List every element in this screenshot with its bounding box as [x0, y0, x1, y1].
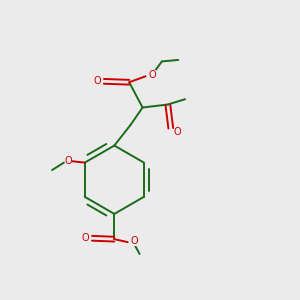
Text: O: O	[64, 156, 72, 166]
Text: O: O	[94, 76, 101, 86]
Text: O: O	[131, 236, 138, 246]
Text: O: O	[148, 70, 156, 80]
Text: O: O	[82, 233, 89, 243]
Text: O: O	[173, 127, 181, 137]
